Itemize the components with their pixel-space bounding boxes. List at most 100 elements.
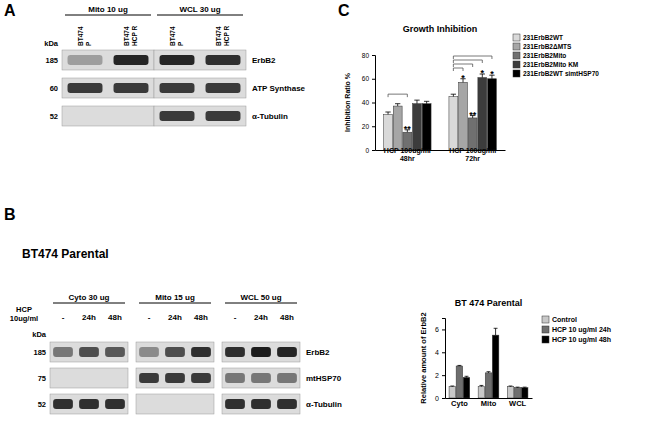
legend-entry: 231ErbB2WT [523,34,563,41]
band [68,55,103,65]
y-axis-line [442,319,446,399]
band [114,55,149,65]
bar [393,106,402,150]
y-tick: 0 [365,147,375,154]
kda-value: 52 [50,112,58,121]
band [114,111,149,121]
band [160,111,195,121]
bar [514,388,521,398]
band [191,347,211,357]
lane-header: HCP [16,305,32,314]
band [206,111,241,121]
error-bar [465,376,469,377]
band [165,347,185,357]
lane-label: BT474 [77,26,84,46]
legend-entry: Control [552,316,577,323]
legend-swatch [513,70,520,77]
error-bar [395,104,400,106]
kda-label: kDa [44,39,59,48]
protein-name: mtHSP70 [306,374,342,383]
y-tick-label: 20 [362,123,370,130]
blot-strip [222,394,300,414]
legend-swatch [542,316,549,323]
x-tick-label: Cyto [451,399,468,408]
lane-label: HCP R [223,26,230,46]
y-tick-mark [372,150,375,151]
bar [449,97,458,150]
error-bar [479,385,483,386]
y-tick-mark [442,375,445,376]
band [277,347,297,357]
error-bar [451,94,456,96]
protein-name: α-Tubulin [252,112,288,121]
kda-value: 52 [38,400,46,409]
y-axis: 0246 [435,319,445,402]
blot-title: BT474 Parental [22,247,109,261]
legend-swatch [513,34,520,41]
blot-strip [50,368,128,388]
x-axis: CytoMitoWCL [446,399,533,409]
y-tick: 2 [435,372,445,379]
y-tick-label: 80 [362,52,370,59]
y-axis-title: Inhibition Ratio % [344,72,351,132]
band [79,373,99,383]
band [105,373,125,383]
x-tick: WCL [509,399,526,408]
band [53,399,73,409]
error-bar [523,387,527,389]
bar [478,387,485,398]
x-tick-label: HCP 100ug/ml72hr [449,147,496,162]
lane-label: 24h [254,313,268,322]
kda-value: 75 [38,374,46,383]
bar [478,78,487,150]
legend-swatch [542,326,549,333]
error-bar [385,112,390,114]
y-tick-mark [442,352,445,353]
band [191,373,211,383]
kda-value: 185 [45,56,58,65]
band [206,83,241,93]
blot-strip [50,394,128,414]
lane-label: - [234,313,237,322]
kda-value: 185 [33,348,46,357]
group-header: WCL 50 ug [240,293,281,302]
y-tick-label: 6 [435,326,439,333]
protein-name: ATP Synthase [252,84,306,93]
bar [384,114,393,150]
error-bar [509,386,513,388]
band [114,83,149,93]
error-bar [414,100,419,104]
legend-entry: HCP 10 ug/ml 48h [552,336,611,344]
y-tick-label: 60 [362,75,370,82]
y-tick-mark [372,79,375,80]
group-header: Mito 15 ug [155,293,195,302]
kda-value: 60 [50,84,58,93]
y-tick: 40 [362,99,375,106]
band [225,347,245,357]
lane-label: 24h [168,313,182,322]
group-underline [157,15,243,16]
blot-strip [62,78,154,98]
group-underline [65,15,151,16]
x-tick-label: WCL [509,399,526,408]
band [139,347,159,357]
bar [468,118,477,150]
legend-swatch [542,336,549,343]
significance-mark: * [461,73,465,83]
band [160,83,195,93]
chart-title: Growth Inhibition [403,24,477,34]
bar [485,373,492,398]
lane-header: 10ug/ml [10,314,38,323]
y-tick-mark [442,398,445,399]
significance-mark: * [490,69,494,79]
lane-label: BT474 [123,26,130,46]
y-tick: 6 [435,326,445,333]
band [251,399,271,409]
lane-label: - [62,313,65,322]
significance-bracket [453,64,472,67]
lane-label: 48h [280,313,294,322]
panel-label: C [338,2,350,19]
band [225,373,245,383]
y-tick-label: 40 [362,99,370,106]
plot-area [384,74,497,150]
